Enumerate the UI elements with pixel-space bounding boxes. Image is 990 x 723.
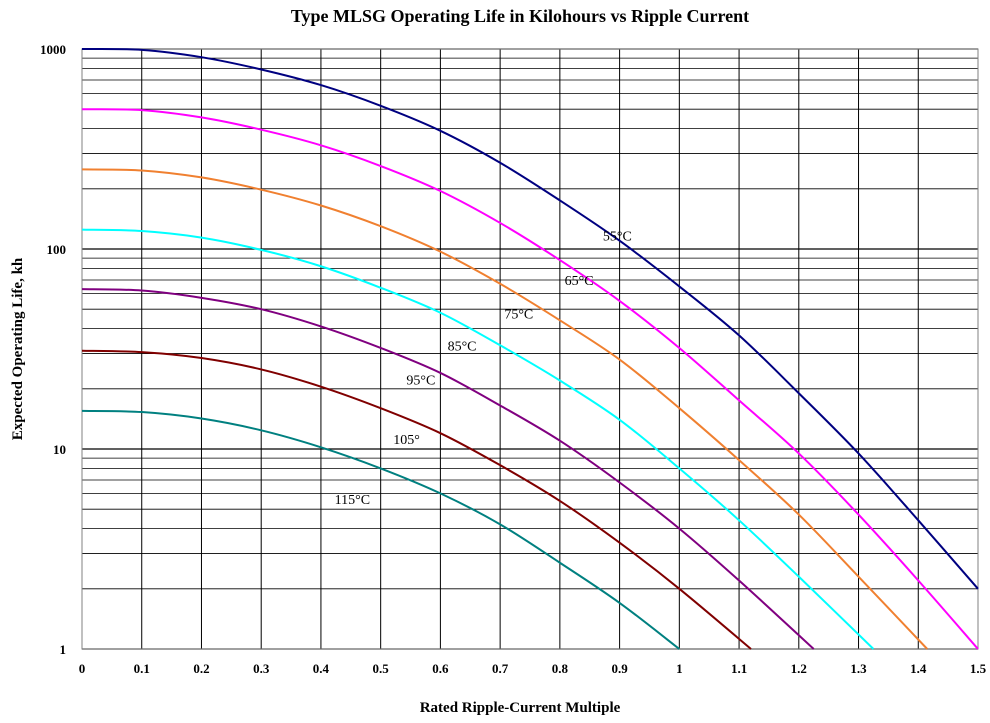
y-tick-label: 1 (60, 642, 67, 657)
series-line-2 (81, 168, 928, 650)
x-tick-label: 0.8 (552, 661, 569, 676)
curve-label: 105° (393, 433, 420, 448)
x-tick-label: 0 (79, 661, 86, 676)
x-axis-label: Rated Ripple-Current Multiple (420, 700, 621, 716)
curve-label: 115°C (335, 493, 370, 508)
x-tick-label: 1.1 (731, 661, 747, 676)
y-axis-label: Expected Operating Life, kh (10, 257, 26, 440)
grid (81, 48, 979, 650)
series-line-4 (81, 288, 815, 650)
series-line-1 (81, 108, 979, 650)
chart-title: Type MLSG Operating Life in Kilohours vs… (291, 6, 749, 26)
curve-label: 55°C (603, 230, 632, 245)
x-tick-label: 1.3 (850, 661, 867, 676)
y-tick-label: 1000 (40, 42, 66, 57)
x-tick-label: 1.2 (791, 661, 807, 676)
x-tick-label: 0.3 (253, 661, 270, 676)
x-tick-label: 0.2 (193, 661, 209, 676)
curve-label: 65°C (565, 274, 594, 289)
curve-label: 85°C (448, 340, 477, 355)
x-tick-label: 0.1 (134, 661, 150, 676)
x-tick-label: 0.4 (313, 661, 330, 676)
series-line-5 (81, 349, 752, 650)
x-tick-label: 1.5 (970, 661, 987, 676)
series-line-6 (81, 409, 680, 650)
curve-label: 75°C (504, 307, 533, 322)
plot-area-frame (81, 48, 979, 650)
series-line-0 (81, 47, 979, 590)
annotations: 55°C 65°C 75°C 85°C 95°C 105° 115°C (335, 230, 632, 508)
series-line-3 (81, 228, 875, 650)
x-tick-label: 0.5 (373, 661, 390, 676)
series-group (81, 47, 979, 650)
x-tick-label: 0.6 (432, 661, 449, 676)
y-tick-label: 10 (53, 442, 66, 457)
x-tick-label: 0.7 (492, 661, 509, 676)
y-tick-label: 100 (47, 242, 67, 257)
y-tick-labels: 1 10 100 1000 (40, 42, 66, 657)
x-tick-label: 0.9 (611, 661, 628, 676)
x-tick-labels: 0 0.1 0.2 0.3 0.4 0.5 0.6 0.7 0.8 0.9 1 1.1 1.2 1.3 1.… (79, 661, 987, 676)
x-tick-label: 1 (676, 661, 683, 676)
curve-label: 95°C (406, 374, 435, 389)
x-tick-label: 1.4 (910, 661, 927, 676)
